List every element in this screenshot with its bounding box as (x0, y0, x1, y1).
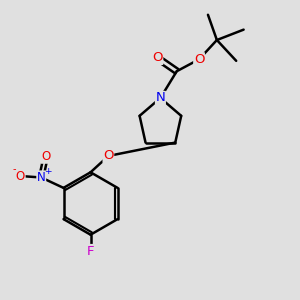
Text: O: O (103, 149, 114, 162)
Text: O: O (41, 150, 50, 163)
Text: O: O (194, 53, 204, 66)
Text: N: N (155, 92, 165, 104)
Text: F: F (87, 244, 94, 258)
Text: N: N (37, 171, 46, 184)
Text: O: O (16, 169, 25, 182)
Text: O: O (152, 51, 163, 64)
Text: +: + (44, 167, 52, 176)
Text: -: - (12, 164, 16, 175)
